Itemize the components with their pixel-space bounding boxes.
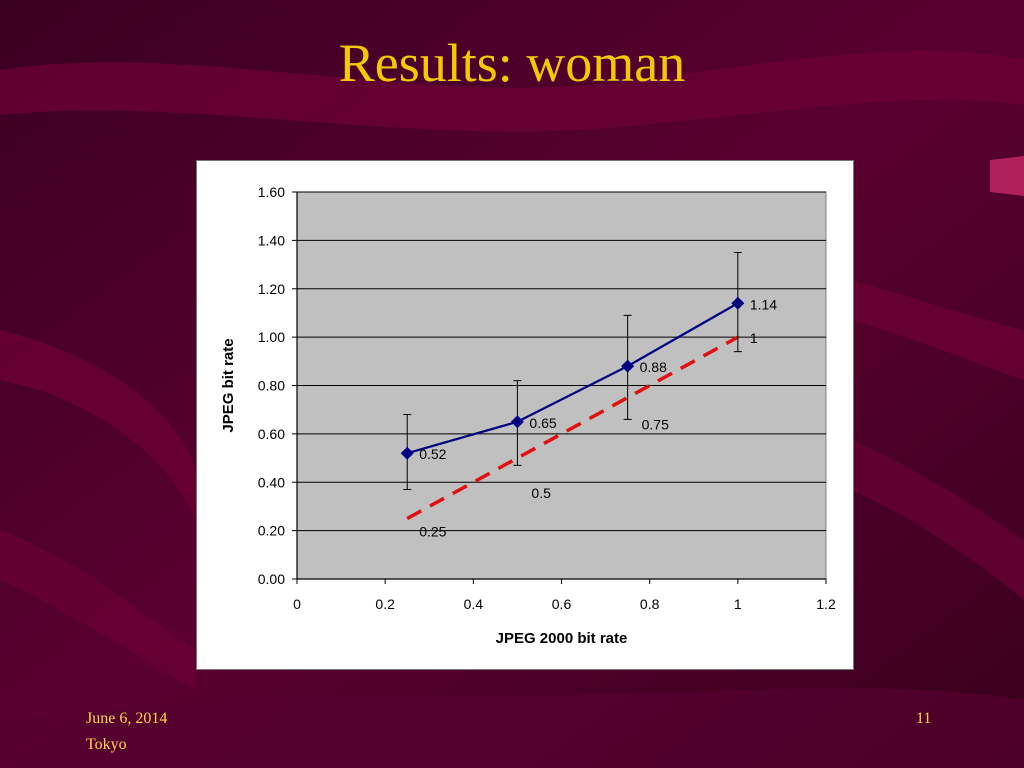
x-tick-label: 1 — [734, 596, 742, 612]
x-axis-label: JPEG 2000 bit rate — [496, 630, 628, 647]
y-tick-label: 1.60 — [258, 184, 285, 200]
y-tick-label: 0.40 — [258, 474, 285, 490]
footer-place: Tokyo — [86, 736, 127, 753]
data-label-reference: 1 — [750, 330, 758, 346]
swoosh-left-lower — [0, 530, 196, 690]
data-point-diamond — [621, 359, 635, 373]
x-tick-label: 1.2 — [816, 596, 836, 612]
swoosh-right — [852, 280, 1024, 380]
data-label-actual: 0.65 — [529, 415, 556, 431]
chart-container: 0.00 0.20 0.40 0.60 0.80 1.00 1.20 1.40 1.60 0 0.2… — [196, 160, 854, 670]
data-label-actual: 0.88 — [640, 359, 667, 375]
y-tick-label: 0.60 — [258, 426, 285, 442]
y-tick-label: 1.20 — [258, 281, 285, 297]
swoosh-right-lower — [852, 440, 1024, 600]
data-label-reference: 0.25 — [419, 524, 446, 540]
data-label-reference: 0.75 — [642, 417, 669, 433]
data-point-diamond — [400, 446, 414, 460]
y-tick-label: 0.80 — [258, 378, 285, 394]
data-point-diamond — [731, 296, 745, 310]
line-chart: 0.00 0.20 0.40 0.60 0.80 1.00 1.20 1.40 1.60 0 0.2… — [220, 184, 836, 647]
y-tick-label: 0.00 — [258, 571, 285, 587]
x-tick-label: 0.6 — [552, 596, 572, 612]
x-tick-label: 0.8 — [640, 596, 660, 612]
page-number: 11 — [916, 710, 932, 727]
slide-title: Results: woman — [338, 33, 686, 93]
data-label-actual: 0.52 — [419, 446, 446, 462]
x-tick-label: 0.2 — [375, 596, 395, 612]
swoosh-left — [0, 330, 196, 520]
data-label-reference: 0.5 — [531, 485, 551, 501]
swoosh-bottom — [0, 688, 1024, 768]
data-label-actual: 1.14 — [750, 296, 777, 312]
x-tick-label: 0 — [293, 596, 301, 612]
y-tick-label: 1.00 — [258, 329, 285, 345]
accent-tab — [990, 156, 1024, 196]
y-tick-label: 0.20 — [258, 523, 285, 539]
series-line-reference — [406, 335, 739, 521]
series-line-actual — [406, 302, 739, 455]
y-axis-label: JPEG bit rate — [220, 338, 237, 432]
y-tick-label: 1.40 — [258, 232, 285, 248]
footer-date: June 6, 2014 — [86, 710, 168, 727]
x-tick-label: 0.4 — [464, 596, 484, 612]
swoosh-top — [0, 50, 1024, 132]
